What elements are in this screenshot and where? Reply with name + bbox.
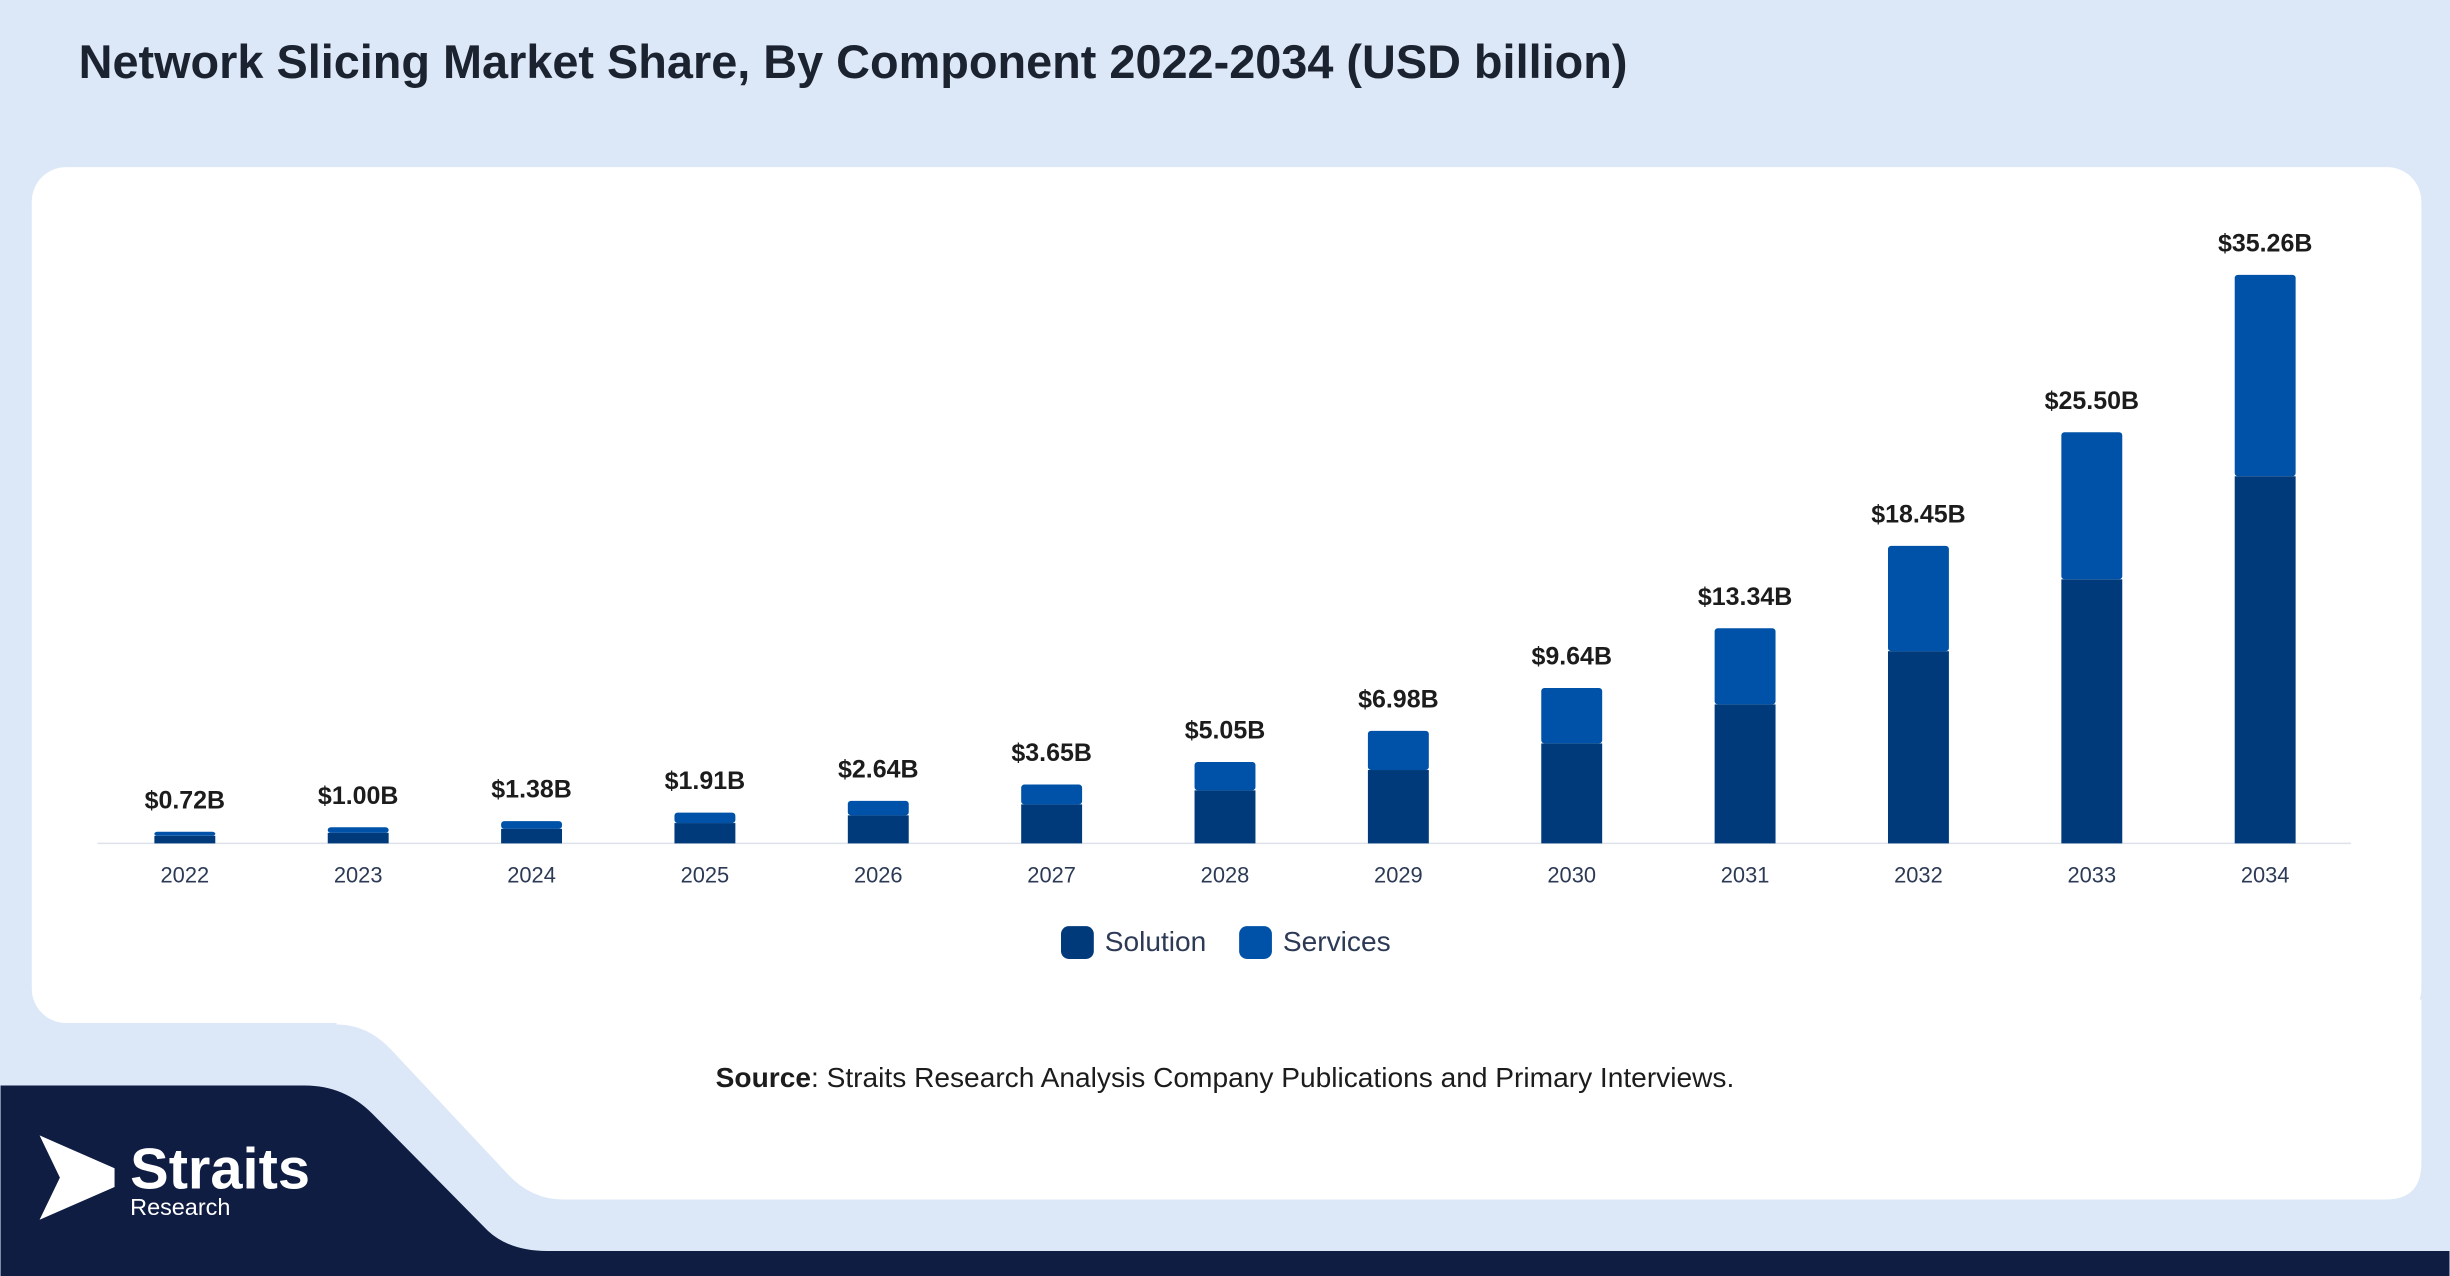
chart-panel <box>31 167 2422 1023</box>
x-tick-label: 2025 <box>681 862 730 887</box>
chart-title: Network Slicing Market Share, By Compone… <box>79 36 1628 88</box>
legend-label: Solution <box>1105 926 1207 957</box>
x-tick-label: 2024 <box>507 862 556 887</box>
x-tick-label: 2031 <box>1721 862 1770 887</box>
bar-segment <box>674 812 736 824</box>
x-tick-label: 2023 <box>334 862 383 887</box>
bar-segment <box>674 823 736 844</box>
bar-segment <box>1194 790 1256 844</box>
bar-segment <box>2061 579 2123 844</box>
total-label: $1.38B <box>491 776 572 804</box>
legend-swatch <box>1061 926 1094 959</box>
total-label: $0.72B <box>145 786 226 814</box>
bar-segment <box>327 827 389 833</box>
x-tick-label: 2026 <box>854 862 903 887</box>
bar-segment <box>1541 687 1603 744</box>
x-tick-label: 2032 <box>1894 862 1943 887</box>
x-tick-label: 2030 <box>1547 862 1596 887</box>
source-label: Source <box>716 1062 811 1093</box>
logo-icon <box>39 1135 115 1220</box>
bar-segment <box>1887 545 1949 652</box>
bar-segment <box>847 815 909 844</box>
bar-segment <box>1021 804 1083 844</box>
total-label: $9.64B <box>1531 643 1612 671</box>
total-label: $18.45B <box>1871 500 1965 528</box>
source-panel <box>336 999 2422 1200</box>
bar-segment <box>1887 651 1949 844</box>
bar-segment <box>501 821 563 829</box>
bar-segment <box>2061 432 2123 580</box>
total-label: $6.98B <box>1358 685 1439 713</box>
footer-band <box>0 1085 2450 1276</box>
bar-segment <box>2234 274 2296 477</box>
bar-segment <box>1714 628 1776 705</box>
total-label: $13.34B <box>1698 583 1792 611</box>
total-label: $2.64B <box>838 755 919 783</box>
x-tick-label: 2028 <box>1201 862 1250 887</box>
bar-segment <box>327 832 389 844</box>
legend-label: Services <box>1283 926 1391 957</box>
bar-segment <box>154 835 216 844</box>
source-text: : Straits Research Analysis Company Publ… <box>811 1062 1734 1093</box>
total-label: $1.00B <box>318 782 399 810</box>
bar-segment <box>1714 704 1776 844</box>
total-label: $35.26B <box>2218 229 2312 257</box>
total-label: $25.50B <box>2045 387 2139 415</box>
x-tick-label: 2022 <box>161 862 210 887</box>
x-tick-label: 2033 <box>2067 862 2116 887</box>
total-label: $3.65B <box>1011 739 1092 767</box>
x-tick-label: 2027 <box>1027 862 1076 887</box>
bar-segment <box>2234 476 2296 844</box>
logo-subtitle: Research <box>130 1194 230 1220</box>
bar-segment <box>847 800 909 816</box>
source: Source: Straits Research Analysis Compan… <box>716 1062 1735 1093</box>
total-label: $5.05B <box>1185 717 1266 745</box>
bar-segment <box>1021 784 1083 805</box>
logo-name: Straits <box>130 1138 310 1202</box>
bar-segment <box>1367 730 1429 771</box>
bar-segment <box>1194 761 1256 791</box>
x-tick-label: 2029 <box>1374 862 1423 887</box>
x-tick-label: 2034 <box>2241 862 2290 887</box>
bar-segment <box>1541 743 1603 844</box>
bar-segment <box>154 831 216 836</box>
bar-segment <box>501 828 563 844</box>
bar-segment <box>1367 770 1429 844</box>
total-label: $1.91B <box>665 767 746 795</box>
legend-swatch <box>1239 926 1272 959</box>
